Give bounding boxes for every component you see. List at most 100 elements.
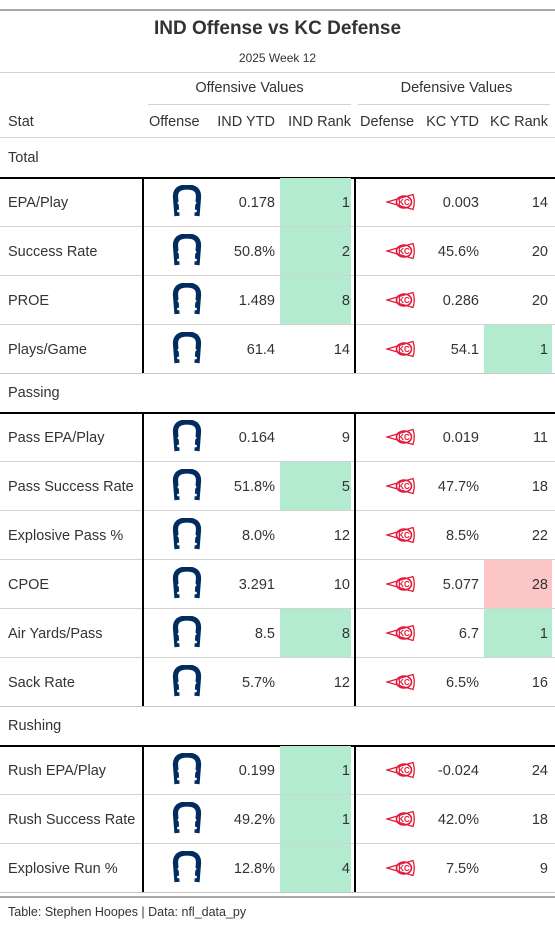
ind-rank-highlight <box>280 844 351 892</box>
row-rule <box>0 706 555 707</box>
kc-ytd-value: 5.077 <box>442 577 479 593</box>
row-group-label: Rushing <box>8 718 62 734</box>
row-rule <box>0 892 555 893</box>
col-header-ind-ytd: IND YTD <box>217 114 275 130</box>
row-rule <box>0 461 555 462</box>
table-title: IND Offense vs KC Defense <box>153 18 402 39</box>
chiefs-arrowhead-icon: KC <box>384 761 416 784</box>
ind-ytd-value: 0.199 <box>238 763 275 779</box>
ind-rank-value: 14 <box>333 342 350 358</box>
row-rule <box>0 657 555 658</box>
ind-ytd-value: 0.178 <box>238 195 275 211</box>
colts-horseshoe-icon <box>172 282 202 322</box>
stat-name: Sack Rate <box>8 675 75 691</box>
kc-ytd-value: 8.5% <box>445 528 479 544</box>
defense-divider <box>354 412 356 706</box>
svg-text:KC: KC <box>398 678 410 687</box>
chiefs-arrowhead-icon: KC <box>384 673 416 696</box>
kc-ytd-value: 6.5% <box>445 675 479 691</box>
ind-rank-value: 9 <box>341 430 350 446</box>
chiefs-arrowhead-icon: KC <box>384 859 416 882</box>
row-rule <box>0 373 555 374</box>
chiefs-arrowhead-icon: KC <box>384 340 416 363</box>
kc-rank-value: 9 <box>539 861 548 877</box>
top-rule <box>0 9 555 11</box>
stat-name: Air Yards/Pass <box>8 626 103 642</box>
svg-text:KC: KC <box>398 345 410 354</box>
col-header-defense: Defense <box>360 114 415 130</box>
svg-text:KC: KC <box>398 296 410 305</box>
row-rule <box>0 559 555 560</box>
source-note: Table: Stephen Hoopes | Data: nfl_data_p… <box>8 905 247 919</box>
kc-rank-value: 16 <box>531 675 548 691</box>
colts-horseshoe-icon <box>172 801 202 841</box>
kc-ytd-value: 0.019 <box>442 430 479 446</box>
header-rule <box>0 137 555 138</box>
colts-horseshoe-icon <box>172 468 202 508</box>
colts-horseshoe-icon <box>172 752 202 792</box>
svg-text:KC: KC <box>398 864 410 873</box>
kc-rank-value: 1 <box>539 342 548 358</box>
kc-rank-value: 1 <box>539 626 548 642</box>
row-group-label: Passing <box>8 385 60 401</box>
colts-horseshoe-icon <box>172 419 202 459</box>
row-rule <box>0 275 555 276</box>
stat-name: Pass Success Rate <box>8 479 134 495</box>
kc-rank-value: 11 <box>532 430 548 446</box>
svg-text:KC: KC <box>398 629 410 638</box>
kc-rank-value: 22 <box>531 528 548 544</box>
ind-rank-value: 8 <box>341 626 350 642</box>
svg-text:KC: KC <box>398 482 410 491</box>
ind-ytd-value: 8.5 <box>254 626 275 642</box>
chiefs-arrowhead-icon: KC <box>384 526 416 549</box>
colts-horseshoe-icon <box>172 331 202 371</box>
kc-ytd-value: 7.5% <box>445 861 479 877</box>
ind-ytd-value: 51.8% <box>233 479 275 495</box>
offense-spanner-rule <box>148 104 351 105</box>
colts-horseshoe-icon <box>172 233 202 273</box>
row-rule <box>0 843 555 844</box>
stat-name: EPA/Play <box>8 195 69 211</box>
group-rule <box>0 412 555 414</box>
svg-text:KC: KC <box>398 580 410 589</box>
stat-name: Pass EPA/Play <box>8 430 105 446</box>
offense-divider <box>142 177 144 373</box>
colts-horseshoe-icon <box>172 615 202 655</box>
stat-name: Success Rate <box>8 244 98 260</box>
kc-rank-value: 14 <box>531 195 548 211</box>
colts-horseshoe-icon <box>172 566 202 606</box>
chiefs-arrowhead-icon: KC <box>384 810 416 833</box>
kc-ytd-value: 42.0% <box>437 812 479 828</box>
ind-rank-highlight <box>280 462 351 510</box>
colts-horseshoe-icon <box>172 664 202 704</box>
svg-text:KC: KC <box>398 815 410 824</box>
row-rule <box>0 608 555 609</box>
row-rule <box>0 794 555 795</box>
ind-rank-highlight <box>280 746 351 794</box>
row-group-label: Total <box>8 150 39 166</box>
row-rule <box>0 324 555 325</box>
chiefs-arrowhead-icon: KC <box>384 575 416 598</box>
offense-spanner: Offensive Values <box>195 80 304 96</box>
ind-ytd-value: 49.2% <box>233 812 275 828</box>
defense-divider <box>354 177 356 373</box>
kc-rank-value: 24 <box>531 763 548 779</box>
chiefs-arrowhead-icon: KC <box>384 428 416 451</box>
bottom-rule <box>0 896 555 898</box>
offense-divider <box>142 745 144 892</box>
title-rule <box>0 72 555 73</box>
kc-rank-value: 20 <box>531 244 548 260</box>
kc-ytd-value: -0.024 <box>437 763 479 779</box>
col-header-offense: Offense <box>149 114 200 130</box>
col-header-ind-rank: IND Rank <box>288 114 351 130</box>
offense-divider <box>142 412 144 706</box>
stat-name: Rush Success Rate <box>8 812 136 828</box>
kc-ytd-value: 0.286 <box>442 293 479 309</box>
ind-rank-highlight <box>280 227 351 275</box>
ind-ytd-value: 3.291 <box>238 577 275 593</box>
kc-rank-value: 28 <box>531 577 548 593</box>
chiefs-arrowhead-icon: KC <box>384 242 416 265</box>
defense-spanner-rule <box>358 104 550 105</box>
ind-rank-value: 1 <box>341 763 350 779</box>
ind-ytd-value: 0.164 <box>238 430 275 446</box>
